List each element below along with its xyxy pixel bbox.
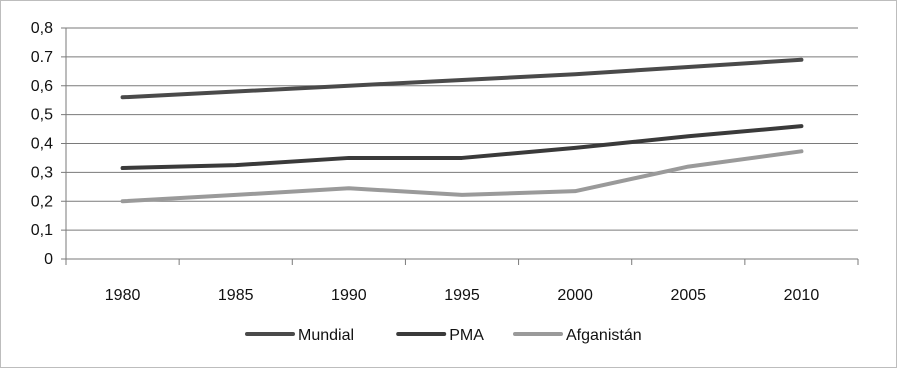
- x-tick-label: 1990: [331, 287, 367, 304]
- y-tick-label: 0.7: [31, 49, 53, 66]
- y-tick-label: 0,1: [31, 222, 53, 239]
- y-tick-label: 0,3: [31, 164, 53, 181]
- x-tick-label: 1985: [218, 287, 254, 304]
- y-axis: 0 0,1 0,2 0,3 0,4 0,5 0,6 0.7 0,8: [31, 20, 67, 268]
- legend: Mundial PMA Afganistán: [245, 327, 642, 344]
- series-line-pma: [120, 124, 804, 171]
- x-axis: 1980 1985 1990 1995 2000 2005 2010: [65, 258, 859, 304]
- x-tick-label: 1995: [444, 287, 480, 304]
- series-line-mundial: [120, 57, 804, 100]
- x-tick-label: 2005: [670, 287, 706, 304]
- x-tick-label: 2000: [557, 287, 593, 304]
- legend-item: Afganistán: [513, 327, 642, 344]
- legend-label: Afganistán: [566, 327, 642, 344]
- legend-item: Mundial: [245, 327, 354, 344]
- legend-item: PMA: [396, 327, 484, 344]
- y-tick-label: 0,8: [31, 20, 53, 37]
- series-line-afganist-n: [120, 149, 804, 204]
- legend-label: Mundial: [298, 327, 354, 344]
- y-tick-label: 0,5: [31, 107, 53, 124]
- legend-label: PMA: [449, 327, 484, 344]
- series-lines: [120, 57, 804, 204]
- x-tick-label: 2010: [784, 287, 820, 304]
- y-tick-label: 0,4: [31, 136, 53, 153]
- x-tick-label: 1980: [105, 287, 141, 304]
- y-tick-label: 0,2: [31, 193, 53, 210]
- grid-lines: [66, 27, 858, 231]
- y-tick-label: 0,6: [31, 78, 53, 95]
- y-tick-label: 0: [44, 251, 53, 268]
